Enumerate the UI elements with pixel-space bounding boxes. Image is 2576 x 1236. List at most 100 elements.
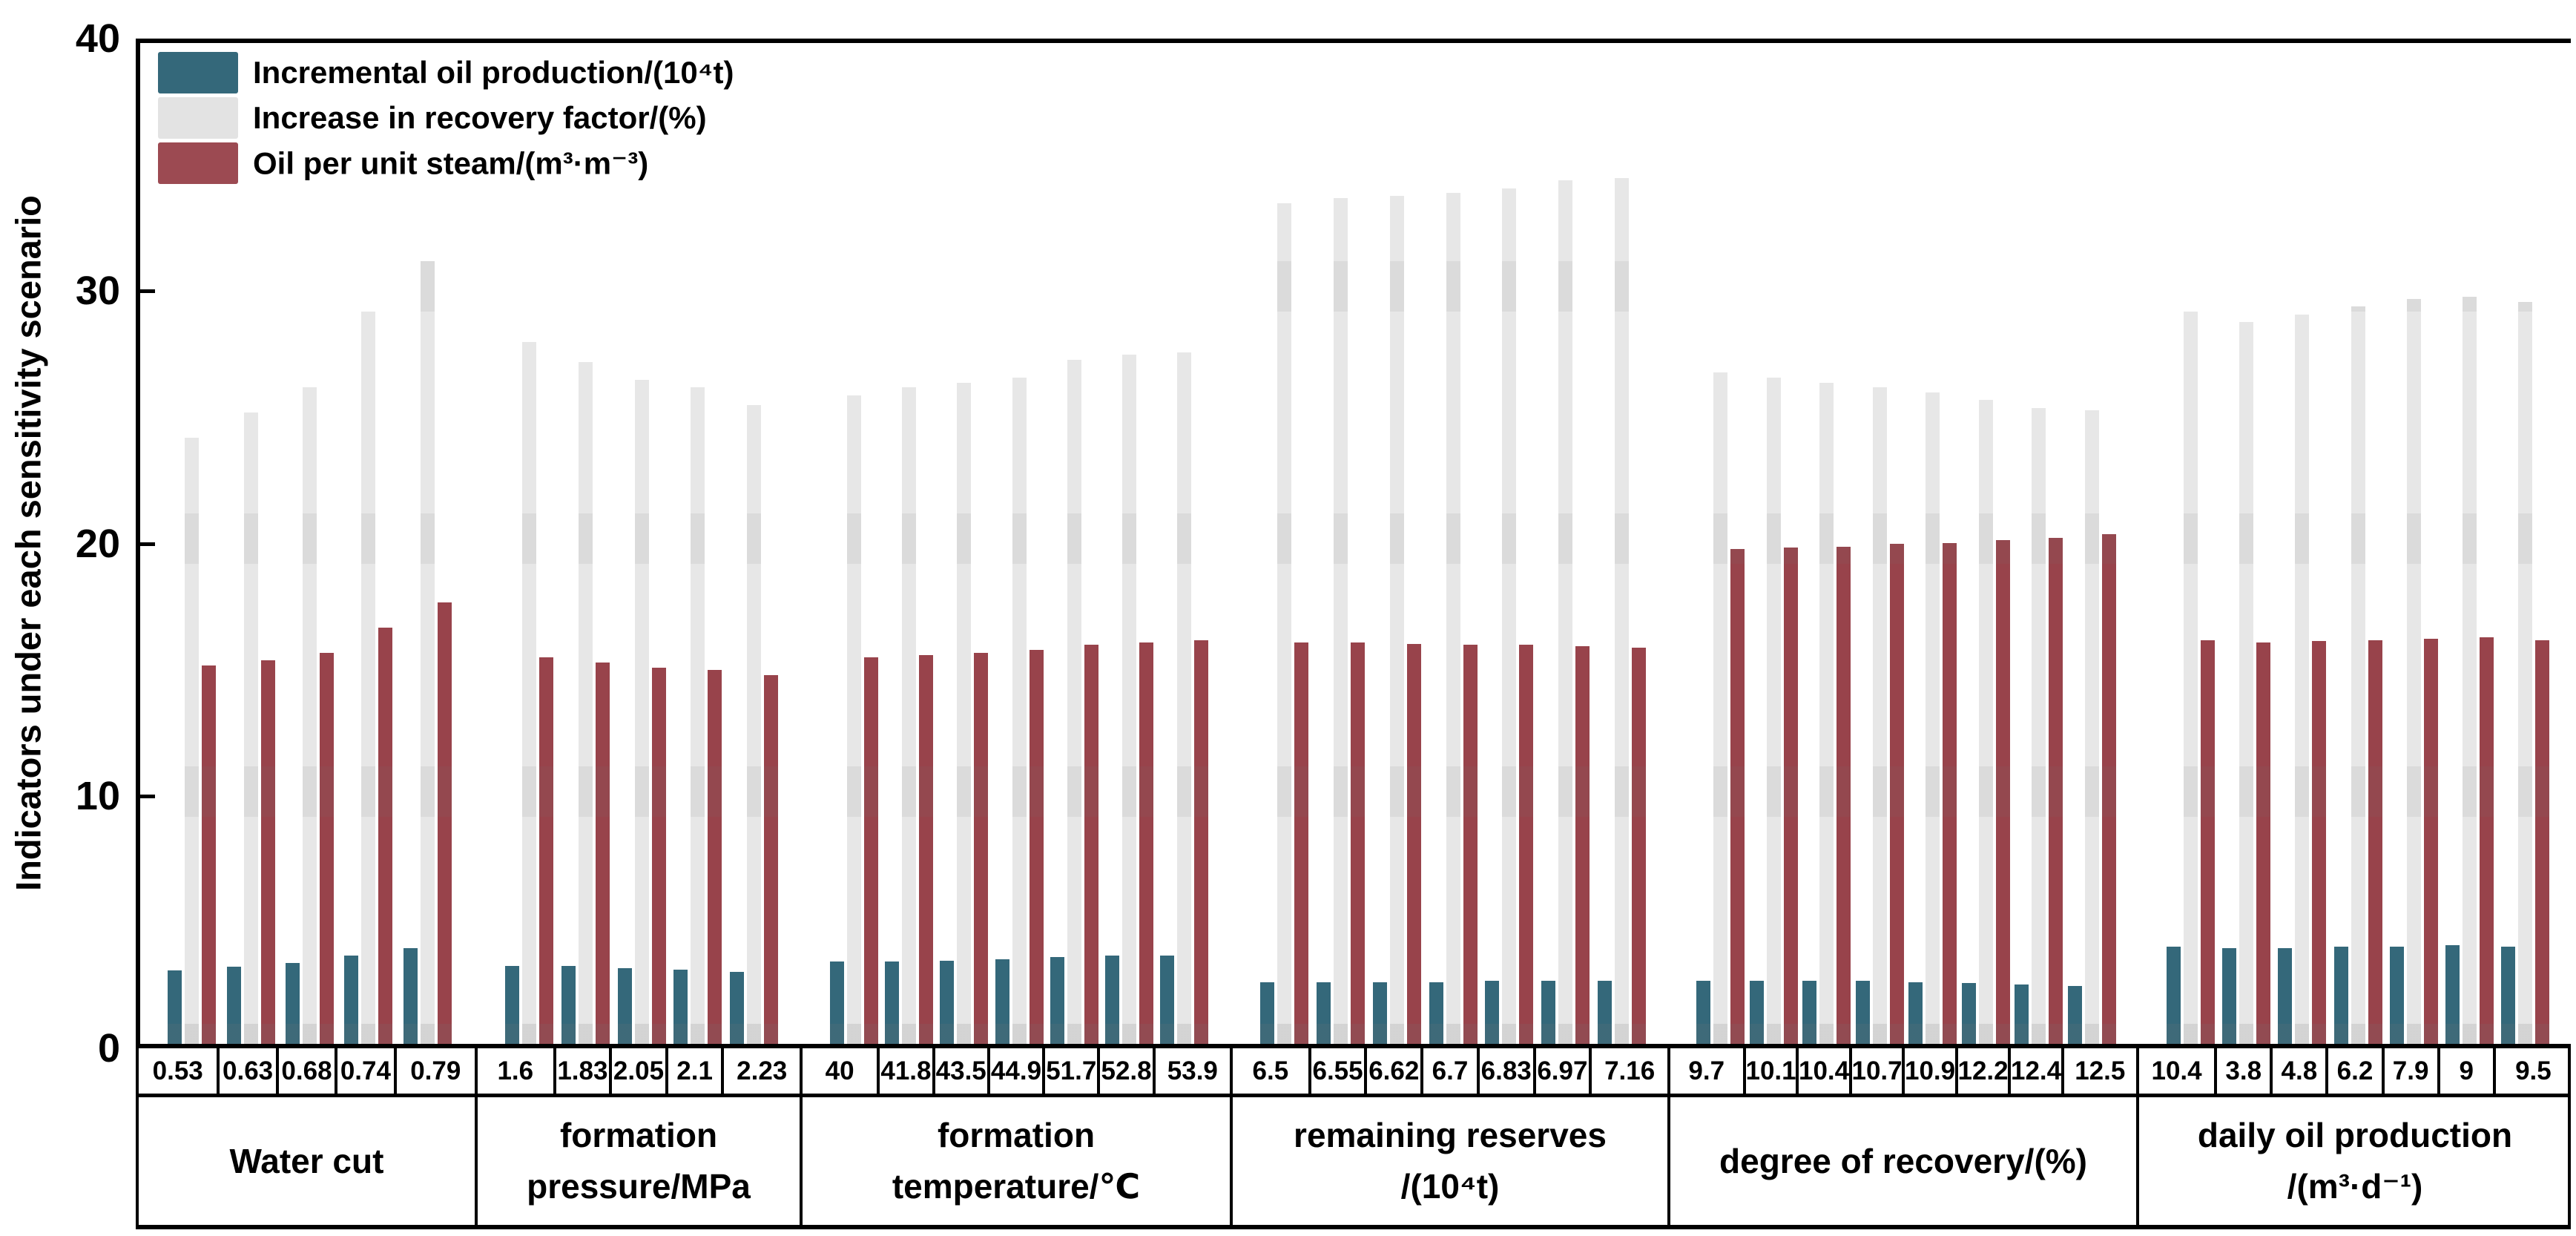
legend-swatch-icon [158,97,238,139]
x-tick-label-10.4: 10.4 [2136,1048,2215,1097]
x-tick-label-9.5: 9.5 [2492,1048,2571,1097]
x-tick-label-2.1: 2.1 [665,1048,722,1097]
bar-oil-per-unit-steam-4.8 [2312,641,2327,1044]
x-tick-label-43.5: 43.5 [932,1048,987,1097]
group-label-3: remaining reserves /(10⁴t) [1230,1097,1667,1229]
bar-oil-per-unit-steam-40 [863,657,878,1044]
x-tick-label-7.16: 7.16 [1589,1048,1667,1097]
bar-recovery-10.1 [1766,377,1781,1044]
group-label-line: pressure/MPa [527,1167,751,1206]
x-tick-label-6.55: 6.55 [1308,1048,1365,1097]
bar-recovery-0.68 [303,387,317,1044]
bar-oil-per-unit-steam-10.4 [2201,640,2216,1044]
x-tick-label-10.1: 10.1 [1742,1048,1796,1097]
bar-incremental-10.1 [1749,980,1764,1044]
group-label-line: formation [937,1116,1096,1154]
bar-incremental-7.9 [2389,947,2404,1044]
x-tick-label-41.8: 41.8 [877,1048,932,1097]
legend-label: Oil per unit steam/(m³·m⁻³) [253,145,649,181]
bar-recovery-7.16 [1614,177,1629,1044]
x-tick-label-0.79: 0.79 [393,1048,475,1097]
bar-incremental-43.5 [940,960,955,1044]
legend-label: Incremental oil production/(10⁴t) [253,55,734,90]
bar-incremental-2.05 [617,967,632,1044]
bar-oil-per-unit-steam-12.2 [1995,540,2010,1044]
x-tick-label-6.97: 6.97 [1532,1048,1590,1097]
legend-swatch-icon [158,142,238,184]
bar-oil-per-unit-steam-0.79 [437,602,452,1044]
bar-recovery-3.8 [2239,321,2254,1044]
bar-oil-per-unit-steam-10.7 [1889,544,1904,1044]
bar-oil-per-unit-steam-10.1 [1783,548,1798,1044]
bar-incremental-10.9 [1908,982,1923,1044]
x-tick-label-4.8: 4.8 [2270,1048,2326,1097]
bar-oil-per-unit-steam-6.97 [1575,646,1590,1044]
x-tick-label-1.83: 1.83 [553,1048,610,1097]
bar-oil-per-unit-steam-41.8 [918,655,933,1044]
x-tick-label-0.53: 0.53 [136,1048,217,1097]
bar-recovery-12.2 [1978,400,1993,1044]
x-tick-label-3.8: 3.8 [2214,1048,2270,1097]
bar-recovery-0.74 [361,312,376,1044]
x-tick-label-6.83: 6.83 [1476,1048,1533,1097]
bar-incremental-44.9 [995,959,1009,1044]
bar-incremental-0.68 [286,963,300,1044]
bar-incremental-0.74 [344,955,359,1044]
x-tick-label-0.74: 0.74 [335,1048,394,1097]
bar-incremental-1.83 [561,965,576,1044]
bar-incremental-0.63 [226,967,241,1044]
legend-label: Increase in recovery factor/(%) [253,100,707,135]
bar-incremental-52.8 [1105,955,1120,1044]
group-label-line: /(m³·d⁻¹) [2287,1167,2423,1206]
bar-oil-per-unit-steam-3.8 [2256,642,2271,1044]
x-tick-label-10.7: 10.7 [1848,1048,1903,1097]
x-tick-label-6.5: 6.5 [1230,1048,1308,1097]
bar-recovery-12.5 [2084,410,2099,1044]
x-tick-label-2.05: 2.05 [609,1048,665,1097]
y-tick-mark-10 [136,794,155,798]
x-tick-label-12.5: 12.5 [2061,1048,2136,1097]
bar-incremental-9 [2445,945,2460,1044]
bar-recovery-51.7 [1067,359,1081,1044]
bar-recovery-6.97 [1558,180,1572,1044]
bar-oil-per-unit-steam-2.05 [651,668,666,1044]
x-tick-label-2.23: 2.23 [721,1048,800,1097]
bar-incremental-6.83 [1485,980,1500,1044]
group-label-line: degree of recovery/(%) [1719,1141,2087,1180]
bar-recovery-6.5 [1277,203,1292,1044]
x-tick-label-10.9: 10.9 [1902,1048,1955,1097]
bar-incremental-1.6 [505,965,520,1044]
x-tick-label-7.9: 7.9 [2381,1048,2437,1097]
x-tick-label-1.6: 1.6 [475,1048,553,1097]
bar-oil-per-unit-steam-10.4 [1837,546,1851,1044]
bar-recovery-4.8 [2295,314,2310,1044]
bar-oil-per-unit-steam-10.9 [1943,542,1957,1044]
bar-recovery-41.8 [901,387,916,1044]
group-label-line: daily oil production [2197,1116,2513,1154]
bar-incremental-2.23 [729,972,744,1044]
bar-oil-per-unit-steam-52.8 [1139,642,1154,1044]
plot-area [136,39,2571,1048]
bar-oil-per-unit-steam-6.55 [1351,642,1366,1044]
bar-incremental-53.9 [1160,955,1175,1044]
bar-recovery-2.23 [746,405,761,1044]
x-tick-label-0.63: 0.63 [217,1048,276,1097]
bar-incremental-12.4 [2015,984,2029,1044]
x-tick-label-10.4: 10.4 [1796,1048,1849,1097]
bar-oil-per-unit-steam-9.7 [1730,549,1745,1044]
bar-oil-per-unit-steam-6.83 [1519,645,1534,1044]
x-tick-label-52.8: 52.8 [1097,1048,1153,1097]
bar-oil-per-unit-steam-53.9 [1194,640,1209,1044]
bar-oil-per-unit-steam-7.16 [1631,647,1646,1044]
bar-incremental-4.8 [2278,947,2293,1044]
x-tick-label-6.62: 6.62 [1364,1048,1421,1097]
bar-incremental-6.55 [1317,982,1331,1044]
bar-incremental-10.4 [2167,947,2181,1044]
x-tick-label-51.7: 51.7 [1042,1048,1098,1097]
bar-recovery-43.5 [957,382,972,1044]
bar-oil-per-unit-steam-1.83 [595,663,610,1044]
group-label-2: formation temperature/℃ [800,1097,1230,1229]
bar-oil-per-unit-steam-0.63 [260,660,275,1044]
bar-oil-per-unit-steam-0.74 [378,627,393,1044]
bar-oil-per-unit-steam-9.5 [2534,640,2549,1044]
